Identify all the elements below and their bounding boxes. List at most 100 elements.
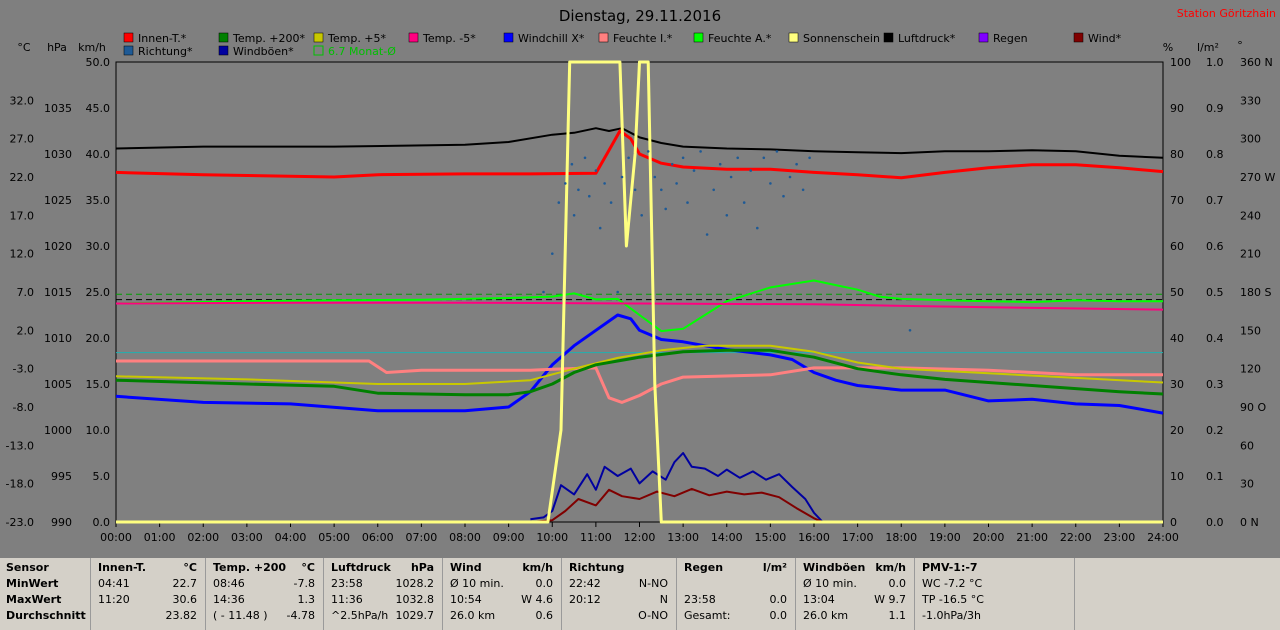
direction-point xyxy=(660,188,663,192)
direction-tick-label: 210 xyxy=(1240,248,1261,261)
x-tick-label: 06:00 xyxy=(362,531,394,544)
pressure-tick-label: 1030 xyxy=(44,148,72,161)
direction-point xyxy=(670,162,674,166)
direction-point xyxy=(542,290,545,294)
unit-rain: l/m² xyxy=(1197,41,1219,54)
stats-label: Ø 10 min. xyxy=(803,577,857,590)
stats-label: MaxWert xyxy=(6,593,62,606)
stats-label: 10:54 xyxy=(450,593,482,606)
pressure-tick-label: 1025 xyxy=(44,194,72,207)
stats-header: Richtung xyxy=(569,561,625,574)
wind-tick-label: 0.0 xyxy=(93,516,111,529)
series-windb-en xyxy=(530,452,1163,523)
direction-point xyxy=(664,207,667,211)
wind-tick-label: 15.0 xyxy=(86,378,111,391)
stats-column: Windböen km/h Ø 10 min. 0.0 13:04 W 9.7 26.0 k… xyxy=(795,558,915,630)
x-tick-label: 07:00 xyxy=(406,531,438,544)
stats-unit: km/h xyxy=(875,561,906,574)
legend-label: Innen-T.* xyxy=(138,32,187,45)
x-tick-label: 11:00 xyxy=(580,531,612,544)
x-tick-label: 15:00 xyxy=(755,531,787,544)
rain-tick-label: 0.0 xyxy=(1206,516,1224,529)
rain-tick-label: 0.1 xyxy=(1206,470,1224,483)
stats-label: ( - 11.48 ) xyxy=(213,609,268,622)
stats-unit: °C xyxy=(183,561,197,574)
legend-swatch xyxy=(978,32,989,43)
pressure-tick-label: 1035 xyxy=(44,102,72,115)
series-windchill-x xyxy=(115,313,1164,415)
stats-value: W 4.6 xyxy=(521,593,553,606)
temp-tick-label: 22.0 xyxy=(10,171,35,184)
direction-point xyxy=(718,162,722,166)
direction-tick-label: 150 xyxy=(1240,324,1261,337)
weather-chart: Dienstag, 29.11.2016 Station Göritzhain °C… xyxy=(6,7,1276,544)
direction-tick-label: 330 xyxy=(1240,94,1261,107)
humidity-tick-label: 100 xyxy=(1170,56,1191,69)
rain-tick-label: 0.4 xyxy=(1206,332,1224,345)
stats-value: 1.3 xyxy=(297,593,316,606)
x-tick-label: 01:00 xyxy=(144,531,176,544)
wind-tick-label: 45.0 xyxy=(86,102,111,115)
stats-column: PMV-1:-7 WC -7.2 °C TP -16.5 °C -1.0hPa/3h xyxy=(914,558,1075,630)
unit-humidity: % xyxy=(1163,41,1173,54)
direction-point xyxy=(908,329,912,332)
stats-column: Wind km/h Ø 10 min. 0.0 10:54 W 4.6 26.0 km 0.6 xyxy=(442,558,562,630)
direction-point xyxy=(564,182,567,185)
direction-tick-label: 240 xyxy=(1240,209,1261,222)
humidity-tick-label: 20 xyxy=(1170,424,1184,437)
direction-point xyxy=(603,182,606,185)
x-tick-label: 10:00 xyxy=(536,531,568,544)
rain-tick-label: 0.6 xyxy=(1206,240,1224,253)
direction-point xyxy=(646,150,650,153)
pressure-tick-label: 995 xyxy=(51,470,72,483)
legend-swatch xyxy=(598,32,609,43)
rain-tick-label: 0.5 xyxy=(1206,286,1224,299)
stats-header: Luftdruck xyxy=(331,561,391,574)
series-feuchte-a xyxy=(115,279,1163,333)
legend-label: Richtung* xyxy=(138,45,193,58)
x-tick-label: 23:00 xyxy=(1104,531,1136,544)
legend-label: Wind* xyxy=(1088,32,1122,45)
legend-swatch xyxy=(883,32,894,43)
stats-unit: km/h xyxy=(522,561,553,574)
legend-swatch xyxy=(313,32,324,43)
stats-column: Luftdruck hPa 23:58 1028.2 11:36 1032.8 ^2.5hP… xyxy=(323,558,443,630)
temp-tick-label: 27.0 xyxy=(10,133,35,146)
legend-label: Feuchte A.* xyxy=(708,32,772,45)
direction-tick-label: 30 xyxy=(1240,478,1254,491)
x-tick-label: 21:00 xyxy=(1016,531,1048,544)
stats-value: W 9.7 xyxy=(874,593,906,606)
direction-point xyxy=(725,214,729,217)
series-temp-200 xyxy=(115,348,1164,397)
temp-tick-label: -3.0 xyxy=(13,363,34,376)
direction-point xyxy=(782,194,785,198)
x-tick-label: 03:00 xyxy=(231,531,263,544)
direction-point xyxy=(675,182,678,185)
stats-label: Gesamt: xyxy=(684,609,731,622)
stats-header: Windböen xyxy=(803,561,866,574)
stats-label: -1.0hPa/3h xyxy=(922,609,981,622)
direction-point xyxy=(801,188,805,192)
stats-label: 08:46 xyxy=(213,577,245,590)
stats-label: WC -7.2 °C xyxy=(922,577,983,590)
direction-point xyxy=(762,156,766,160)
direction-point xyxy=(808,156,811,160)
stats-value: -7.8 xyxy=(293,577,315,590)
wind-tick-label: 50.0 xyxy=(86,56,111,69)
direction-point xyxy=(712,188,715,192)
humidity-tick-label: 10 xyxy=(1170,470,1184,483)
legend-swatch xyxy=(123,32,134,43)
stats-unit: °C xyxy=(301,561,315,574)
series-temp-5 xyxy=(115,301,1164,311)
direction-point xyxy=(756,226,759,230)
pressure-tick-label: 1015 xyxy=(44,286,72,299)
x-tick-label: 05:00 xyxy=(318,531,350,544)
direction-point xyxy=(557,201,561,204)
legend-label: Windchill X* xyxy=(518,32,585,45)
stats-label: 23:58 xyxy=(331,577,363,590)
temp-tick-label: -23.0 xyxy=(6,516,34,529)
direction-point xyxy=(572,214,576,217)
stats-label: MinWert xyxy=(6,577,59,590)
stats-header: Innen-T. xyxy=(98,561,147,574)
wind-tick-label: 20.0 xyxy=(86,332,111,345)
